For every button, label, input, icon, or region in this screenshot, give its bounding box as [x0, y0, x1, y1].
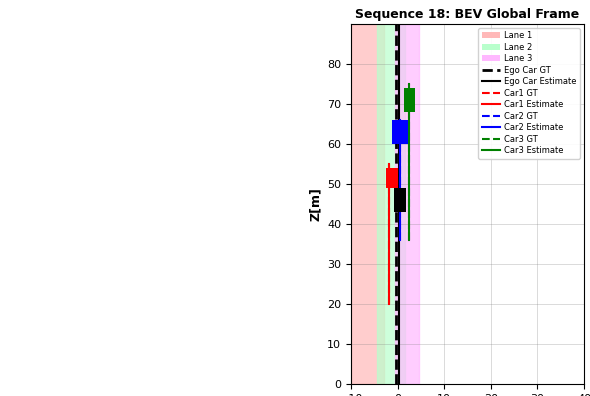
Legend: Lane 1, Lane 2, Lane 3, Ego Car GT, Ego Car Estimate, Car1 GT, Car1 Estimate, Ca: Lane 1, Lane 2, Lane 3, Ego Car GT, Ego … — [478, 28, 580, 158]
Bar — [404, 88, 415, 112]
Bar — [386, 168, 398, 188]
Bar — [392, 120, 408, 144]
Y-axis label: Z[m]: Z[m] — [309, 187, 322, 221]
Bar — [395, 24, 419, 384]
Bar — [394, 188, 405, 212]
Bar — [351, 24, 384, 384]
Bar — [376, 24, 405, 384]
Title: Sequence 18: BEV Global Frame: Sequence 18: BEV Global Frame — [355, 8, 580, 21]
